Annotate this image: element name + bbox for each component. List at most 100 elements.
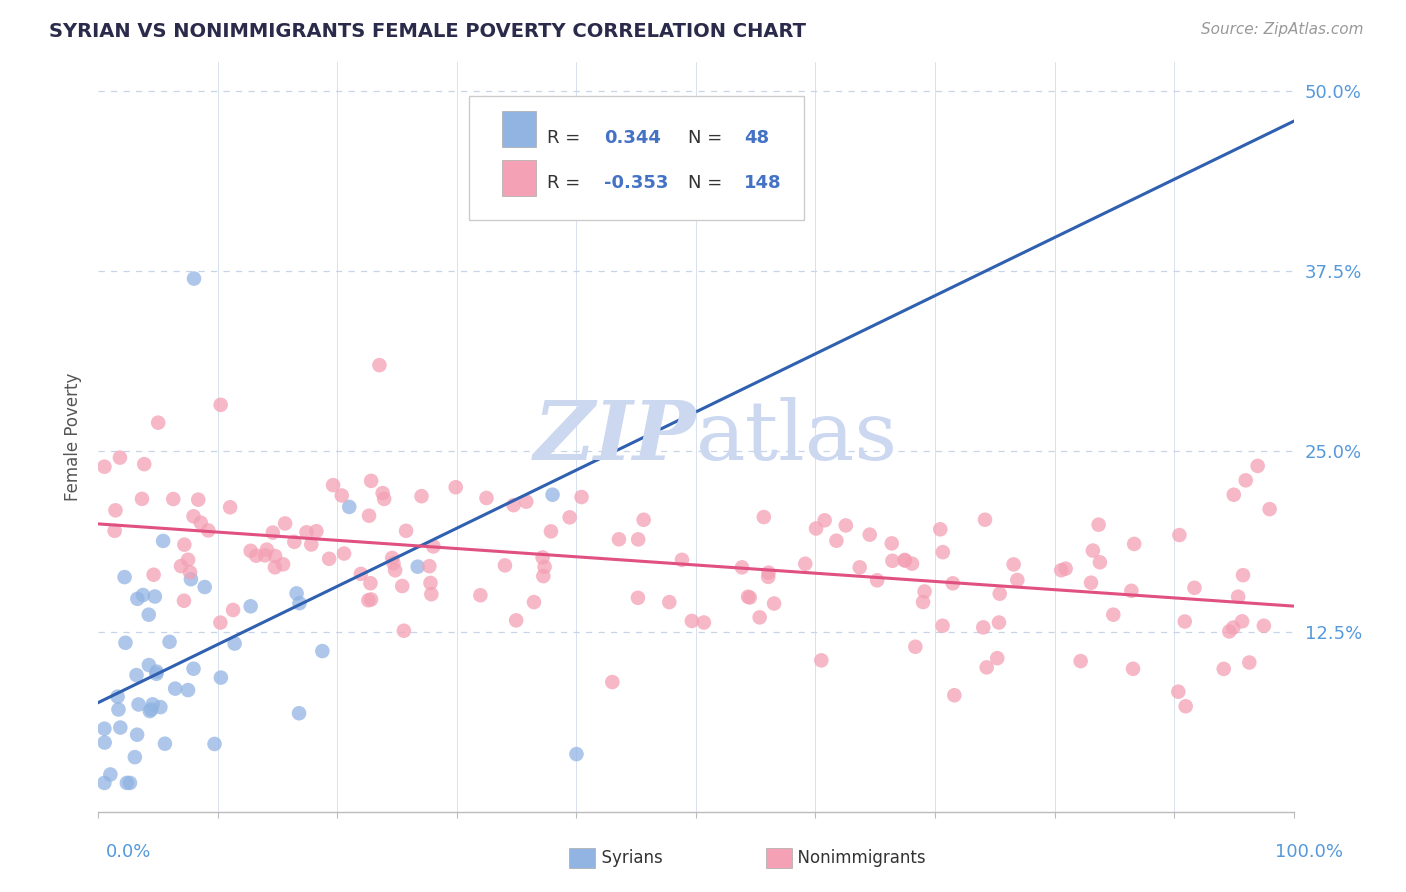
Point (350, 566, 373, 581)
Text: -0.353: -0.353 (605, 174, 668, 192)
Point (470, 588, 492, 602)
Point (368, 358, 391, 372)
Point (288, 596, 311, 610)
Point (239, 599, 262, 614)
Point (893, 553, 915, 567)
Point (360, 474, 382, 488)
Text: ZIP: ZIP (533, 397, 696, 477)
Point (283, 534, 305, 549)
Point (197, 524, 219, 538)
Point (124, 750, 146, 764)
FancyBboxPatch shape (470, 96, 804, 219)
Point (763, 597, 786, 611)
Point (153, 737, 176, 751)
Point (288, 706, 311, 721)
Point (93, 776, 115, 790)
Point (571, 490, 593, 504)
Point (942, 576, 965, 591)
Point (859, 527, 882, 541)
FancyBboxPatch shape (766, 848, 792, 868)
Point (177, 683, 200, 698)
Point (219, 500, 242, 515)
Point (371, 486, 394, 500)
Point (134, 457, 156, 471)
Point (1007, 573, 1029, 587)
Point (558, 510, 581, 524)
Point (382, 557, 405, 571)
Point (1212, 662, 1234, 676)
Point (931, 619, 953, 633)
Point (173, 593, 195, 607)
Point (142, 698, 165, 712)
Point (222, 603, 245, 617)
Point (1121, 583, 1143, 598)
Point (187, 492, 209, 507)
Point (531, 550, 554, 565)
Point (1227, 590, 1250, 604)
Point (162, 491, 184, 506)
Point (794, 557, 817, 571)
Point (392, 624, 415, 638)
Point (209, 671, 232, 685)
Point (145, 665, 167, 679)
Point (976, 660, 998, 674)
Point (104, 503, 127, 517)
Point (912, 595, 935, 609)
Point (1174, 699, 1197, 714)
Point (974, 513, 997, 527)
Text: R =: R = (547, 129, 585, 147)
Point (904, 640, 927, 654)
Point (1054, 561, 1077, 575)
Text: R =: R = (547, 174, 585, 192)
Point (1234, 473, 1257, 487)
Point (333, 547, 356, 561)
Point (626, 200, 648, 214)
Text: SYRIAN VS NONIMMIGRANTS FEMALE POVERTY CORRELATION CHART: SYRIAN VS NONIMMIGRANTS FEMALE POVERTY C… (49, 22, 806, 41)
Text: N =: N = (688, 174, 727, 192)
Point (190, 516, 212, 530)
Point (110, 721, 132, 735)
FancyBboxPatch shape (502, 112, 536, 147)
Point (835, 518, 858, 533)
Point (627, 591, 650, 605)
Point (1002, 558, 1025, 572)
Point (681, 614, 703, 628)
Point (882, 554, 904, 568)
Text: Source: ZipAtlas.com: Source: ZipAtlas.com (1201, 22, 1364, 37)
Point (986, 651, 1008, 665)
Point (125, 668, 148, 682)
Point (204, 737, 226, 751)
Point (337, 500, 360, 514)
Point (758, 566, 780, 580)
Point (305, 524, 328, 539)
Point (1247, 458, 1270, 473)
Point (179, 566, 201, 580)
Point (141, 702, 163, 716)
Point (245, 549, 267, 563)
Point (932, 545, 955, 559)
Point (299, 537, 322, 551)
Point (523, 595, 546, 609)
Point (880, 536, 903, 550)
Point (183, 271, 205, 285)
Point (149, 700, 172, 714)
Point (127, 728, 149, 742)
Point (848, 560, 870, 574)
Point (814, 513, 837, 527)
Point (145, 666, 167, 681)
Text: 0.0%: 0.0% (105, 843, 150, 861)
Point (731, 560, 754, 574)
Text: 148: 148 (744, 174, 782, 192)
Point (929, 522, 952, 536)
Point (1184, 581, 1206, 595)
Point (1070, 654, 1092, 668)
Point (360, 592, 382, 607)
Point (180, 572, 202, 586)
Point (420, 587, 443, 601)
Point (422, 540, 444, 554)
Point (825, 533, 848, 548)
Point (894, 554, 917, 568)
Point (330, 488, 353, 502)
Point (1088, 555, 1111, 569)
FancyBboxPatch shape (502, 160, 536, 196)
